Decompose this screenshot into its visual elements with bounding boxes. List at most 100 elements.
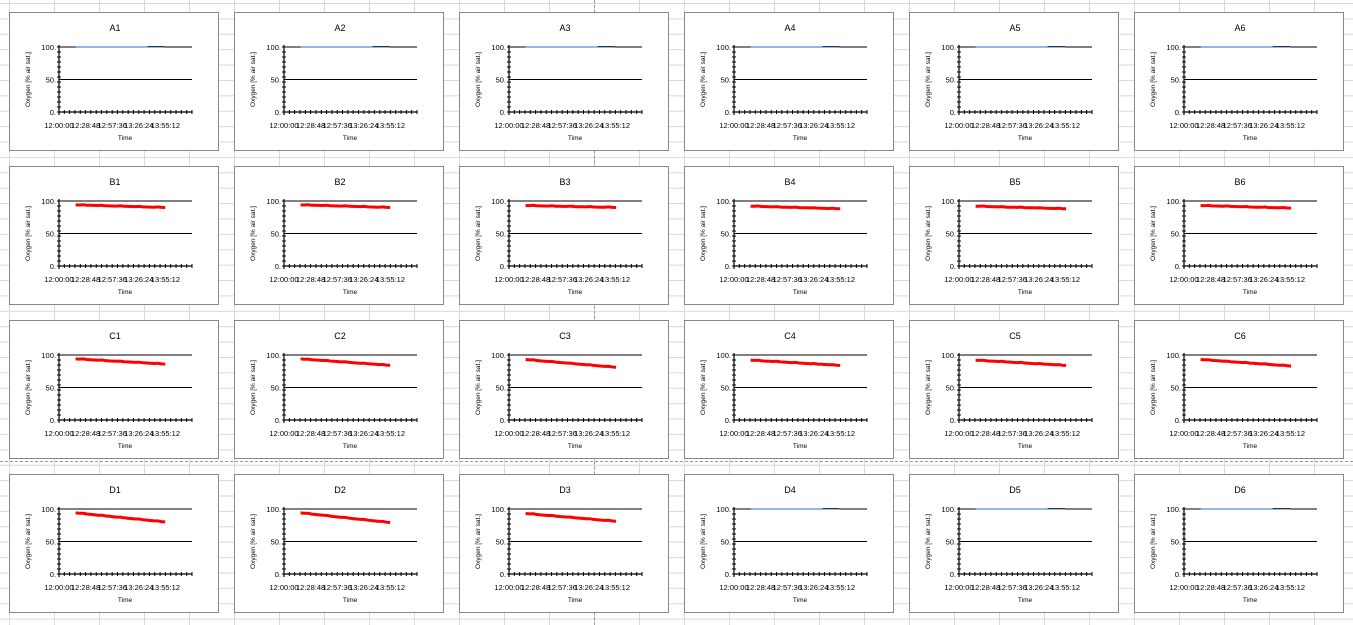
y-tick-label: 100. (266, 43, 281, 52)
x-tick-label: 13:26:24 (1249, 275, 1278, 284)
y-tick-label: 50. (721, 230, 731, 239)
chart-title: B4 (784, 177, 795, 187)
x-tick-label: 12:00:00 (44, 583, 73, 592)
chart-a4[interactable]: A4 100. 50. 0. 12:00:00 12:28:48 12:57:36 13:26… (684, 12, 894, 151)
chart-svg: A6 100. 50. 0. 12:00:0012:28:4812:57:3613:26… (1150, 23, 1318, 142)
x-tick-label: 13:55:12 (151, 583, 180, 592)
chart-svg: B6 100. 50. 0. 12:00:0012:28:4812:57:3613:26… (1150, 177, 1318, 296)
chart-a3[interactable]: A3 100. 50. 0. 12:00:00 12:28:48 12:57:36 13:26… (459, 12, 669, 151)
chart-svg: C6 100. 50. 0. 12:00:0012:28:4812:57:3613:26… (1150, 331, 1318, 450)
chart-d2[interactable]: D2 100. 50. 0. 12:00:00 12:28:48 12:57:36 13:26… (234, 474, 444, 613)
y-axis-label: Oxygen [% air sat.] (25, 514, 32, 569)
chart-b1[interactable]: B1 100. 50. 0. 12:00:00 12:28:48 12:57:36 13:26… (9, 166, 219, 305)
x-axis-label: Time (1243, 289, 1258, 296)
x-tick-label: 12:00:00 (269, 121, 298, 130)
chart-c6[interactable]: C6 100. 50. 0. 12:00:00 12:28:48 12:57:36 13:26… (1134, 320, 1344, 459)
chart-b6[interactable]: B6 100. 50. 0. 12:00:00 12:28:48 12:57:36 13:26… (1134, 166, 1344, 305)
y-tick-label: 100. (941, 505, 956, 514)
x-tick-label: 12:28:48 (746, 121, 775, 130)
x-tick-label: 12:00:00 (719, 429, 748, 438)
x-axis-label: Time (568, 289, 583, 296)
x-tick-label: 13:55:12 (376, 121, 405, 130)
chart-title: B1 (109, 177, 120, 187)
y-axis-label: Oxygen [% air sat.] (700, 360, 707, 415)
chart-title: A1 (109, 23, 120, 33)
chart-c3[interactable]: C3 100. 50. 0. 12:00:00 12:28:48 12:57:36 13:26… (459, 320, 669, 459)
y-tick-label: 0. (1175, 570, 1181, 579)
chart-b3[interactable]: B3 100. 50. 0. 12:00:00 12:28:48 12:57:36 13:26… (459, 166, 669, 305)
x-tick-label: 12:28:48 (296, 583, 325, 592)
chart-d5[interactable]: D5 100. 50. 0. 12:00:00 12:28:48 12:57:36 13:26… (909, 474, 1119, 613)
x-tick-label: 12:00:00 (44, 429, 73, 438)
x-tick-label: 13:26:24 (1024, 583, 1053, 592)
chart-b2[interactable]: B2 100. 50. 0. 12:00:00 12:28:48 12:57:36 13:26… (234, 166, 444, 305)
chart-a1[interactable]: A1 100. 50. 0. 12:00:00 12:28:48 12:57:36 13:26… (9, 12, 219, 151)
x-tick-label: 13:26:24 (1249, 121, 1278, 130)
chart-b4[interactable]: B4 100. 50. 0. 12:00:00 12:28:48 12:57:36 13:26… (684, 166, 894, 305)
x-tick-label: 12:28:48 (296, 121, 325, 130)
y-tick-label: 50. (46, 384, 56, 393)
y-tick-label: 0. (50, 108, 56, 117)
chart-c2[interactable]: C2 100. 50. 0. 12:00:00 12:28:48 12:57:36 13:26… (234, 320, 444, 459)
x-tick-label: 13:26:24 (574, 583, 603, 592)
y-tick-label: 0. (1175, 416, 1181, 425)
chart-svg: B2 100. 50. 0. 12:00:0012:28:4812:57:3613:26… (250, 177, 418, 296)
y-tick-label: 50. (46, 538, 56, 547)
data-series-line (300, 511, 391, 525)
x-tick-label: 13:26:24 (1024, 275, 1053, 284)
y-tick-label: 50. (721, 538, 731, 547)
x-tick-label: 13:26:24 (1249, 583, 1278, 592)
x-tick-label: 12:00:00 (944, 583, 973, 592)
y-tick-label: 50. (496, 538, 506, 547)
chart-svg: A2 100. 50. 0. 12:00:0012:28:4812:57:3613:26… (250, 23, 418, 142)
y-axis-label: Oxygen [% air sat.] (250, 360, 257, 415)
x-tick-label: 12:57:36 (773, 429, 802, 438)
chart-d1[interactable]: D1 100. 50. 0. 12:00:00 12:28:48 12:57:36 13:26… (9, 474, 219, 613)
y-tick-label: 0. (500, 570, 506, 579)
chart-a5[interactable]: A5 100. 50. 0. 12:00:00 12:28:48 12:57:36 13:26… (909, 12, 1119, 151)
chart-b5[interactable]: B5 100. 50. 0. 12:00:00 12:28:48 12:57:36 13:26… (909, 166, 1119, 305)
y-axis-label: Oxygen [% air sat.] (250, 52, 257, 107)
x-axis-label: Time (568, 443, 583, 450)
x-tick-label: 12:57:36 (323, 121, 352, 130)
y-tick-label: 100. (266, 505, 281, 514)
x-tick-label: 13:55:12 (376, 429, 405, 438)
x-tick-label: 13:55:12 (1051, 583, 1080, 592)
x-axis-label: Time (793, 289, 808, 296)
chart-svg: B5 100. 50. 0. 12:00:0012:28:4812:57:3613:26… (925, 177, 1093, 296)
x-tick-label: 13:55:12 (601, 583, 630, 592)
chart-svg: C4 100. 50. 0. 12:00:0012:28:4812:57:3613:26… (700, 331, 868, 450)
chart-d3[interactable]: D3 100. 50. 0. 12:00:00 12:28:48 12:57:36 13:26… (459, 474, 669, 613)
x-tick-label: 12:57:36 (998, 429, 1027, 438)
y-axis-label: Oxygen [% air sat.] (700, 206, 707, 261)
x-tick-label: 12:28:48 (71, 275, 100, 284)
chart-c1[interactable]: C1 100. 50. 0. 12:00:00 12:28:48 12:57:36 13:26… (9, 320, 219, 459)
x-tick-label: 12:28:48 (971, 275, 1000, 284)
x-tick-label: 12:28:48 (521, 429, 550, 438)
y-tick-label: 50. (496, 384, 506, 393)
x-tick-label: 12:00:00 (944, 121, 973, 130)
x-tick-label: 13:55:12 (1051, 275, 1080, 284)
chart-title: D6 (1234, 485, 1246, 495)
chart-a6[interactable]: A6 100. 50. 0. 12:00:00 12:28:48 12:57:36 13:26… (1134, 12, 1344, 151)
y-tick-label: 100. (941, 43, 956, 52)
data-series-line (300, 203, 391, 209)
data-series-line (525, 203, 617, 209)
chart-d6[interactable]: D6 100. 50. 0. 12:00:00 12:28:48 12:57:36 13:26… (1134, 474, 1344, 613)
y-tick-label: 0. (725, 108, 731, 117)
y-tick-label: 0. (1175, 262, 1181, 271)
y-axis-label: Oxygen [% air sat.] (475, 514, 482, 569)
chart-c4[interactable]: C4 100. 50. 0. 12:00:00 12:28:48 12:57:36 13:26… (684, 320, 894, 459)
x-tick-label: 12:00:00 (944, 275, 973, 284)
chart-d4[interactable]: D4 100. 50. 0. 12:00:00 12:28:48 12:57:36 13:26… (684, 474, 894, 613)
x-tick-label: 13:55:12 (1051, 121, 1080, 130)
y-tick-label: 100. (1166, 197, 1181, 206)
y-tick-label: 100. (491, 505, 506, 514)
x-tick-label: 12:57:36 (323, 275, 352, 284)
x-tick-label: 13:26:24 (1249, 429, 1278, 438)
chart-c5[interactable]: C5 100. 50. 0. 12:00:00 12:28:48 12:57:36 13:26… (909, 320, 1119, 459)
page-break-vertical (594, 0, 595, 625)
chart-a2[interactable]: A2 100. 50. 0. 12:00:00 12:28:48 12:57:36 13:26… (234, 12, 444, 151)
chart-title: D1 (109, 485, 121, 495)
data-series-line (975, 358, 1067, 367)
